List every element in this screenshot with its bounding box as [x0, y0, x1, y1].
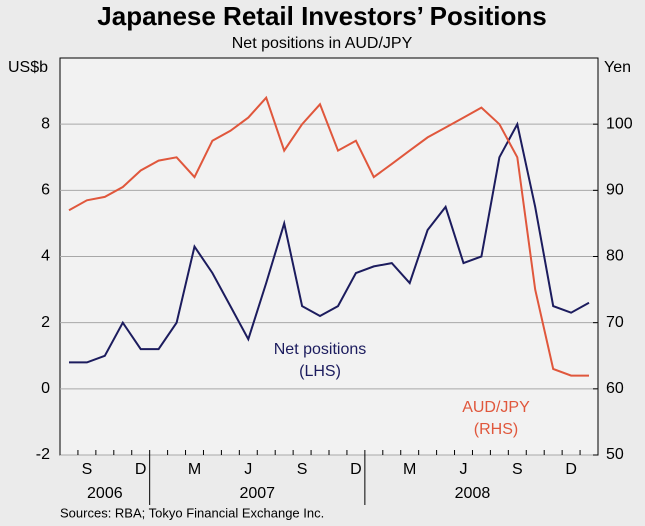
chart-subtitle: Net positions in AUD/JPY: [232, 35, 413, 52]
x-tick-label: J: [460, 461, 468, 478]
x-tick-label: D: [350, 461, 362, 478]
x-tick-label: D: [135, 461, 147, 478]
y-tick-label: -2: [36, 446, 50, 463]
x-tick-label: S: [512, 461, 523, 478]
y2-tick-label: 100: [606, 115, 633, 132]
source: Sources: RBA; Tokyo Financial Exchange I…: [60, 505, 324, 520]
y-tick-label: 6: [41, 182, 50, 199]
series-annotation: (RHS): [474, 421, 518, 438]
y2-tick-label: 50: [606, 446, 624, 463]
series-line: [69, 121, 590, 364]
series-annotation: Net positions: [274, 341, 367, 358]
series-annotation: AUD/JPY: [462, 399, 530, 416]
y-axis-unit: US$b: [8, 59, 48, 76]
series-annotation: (LHS): [299, 363, 341, 380]
y-tick-label: 2: [41, 314, 50, 331]
x-tick-label: J: [244, 461, 252, 478]
y2-axis-unit: Yen: [604, 59, 631, 76]
x-tick-label: S: [297, 461, 308, 478]
series-line: [68, 95, 589, 377]
year-label: 2008: [455, 485, 491, 502]
y2-tick-label: 60: [606, 380, 624, 397]
x-tick-label: M: [403, 461, 416, 478]
y-tick-label: 4: [41, 248, 50, 265]
y-tick-label: 8: [41, 115, 50, 132]
x-tick-label: D: [565, 461, 577, 478]
chart-title: Japanese Retail Investors’ Positions: [97, 1, 546, 31]
x-tick-label: M: [188, 461, 201, 478]
year-label: 2007: [239, 485, 275, 502]
y2-tick-label: 90: [606, 182, 624, 199]
year-label: 2006: [87, 485, 123, 502]
y2-tick-label: 80: [606, 248, 624, 265]
y-tick-label: 0: [41, 380, 50, 397]
y2-tick-label: 70: [606, 314, 624, 331]
x-tick-label: S: [82, 461, 93, 478]
